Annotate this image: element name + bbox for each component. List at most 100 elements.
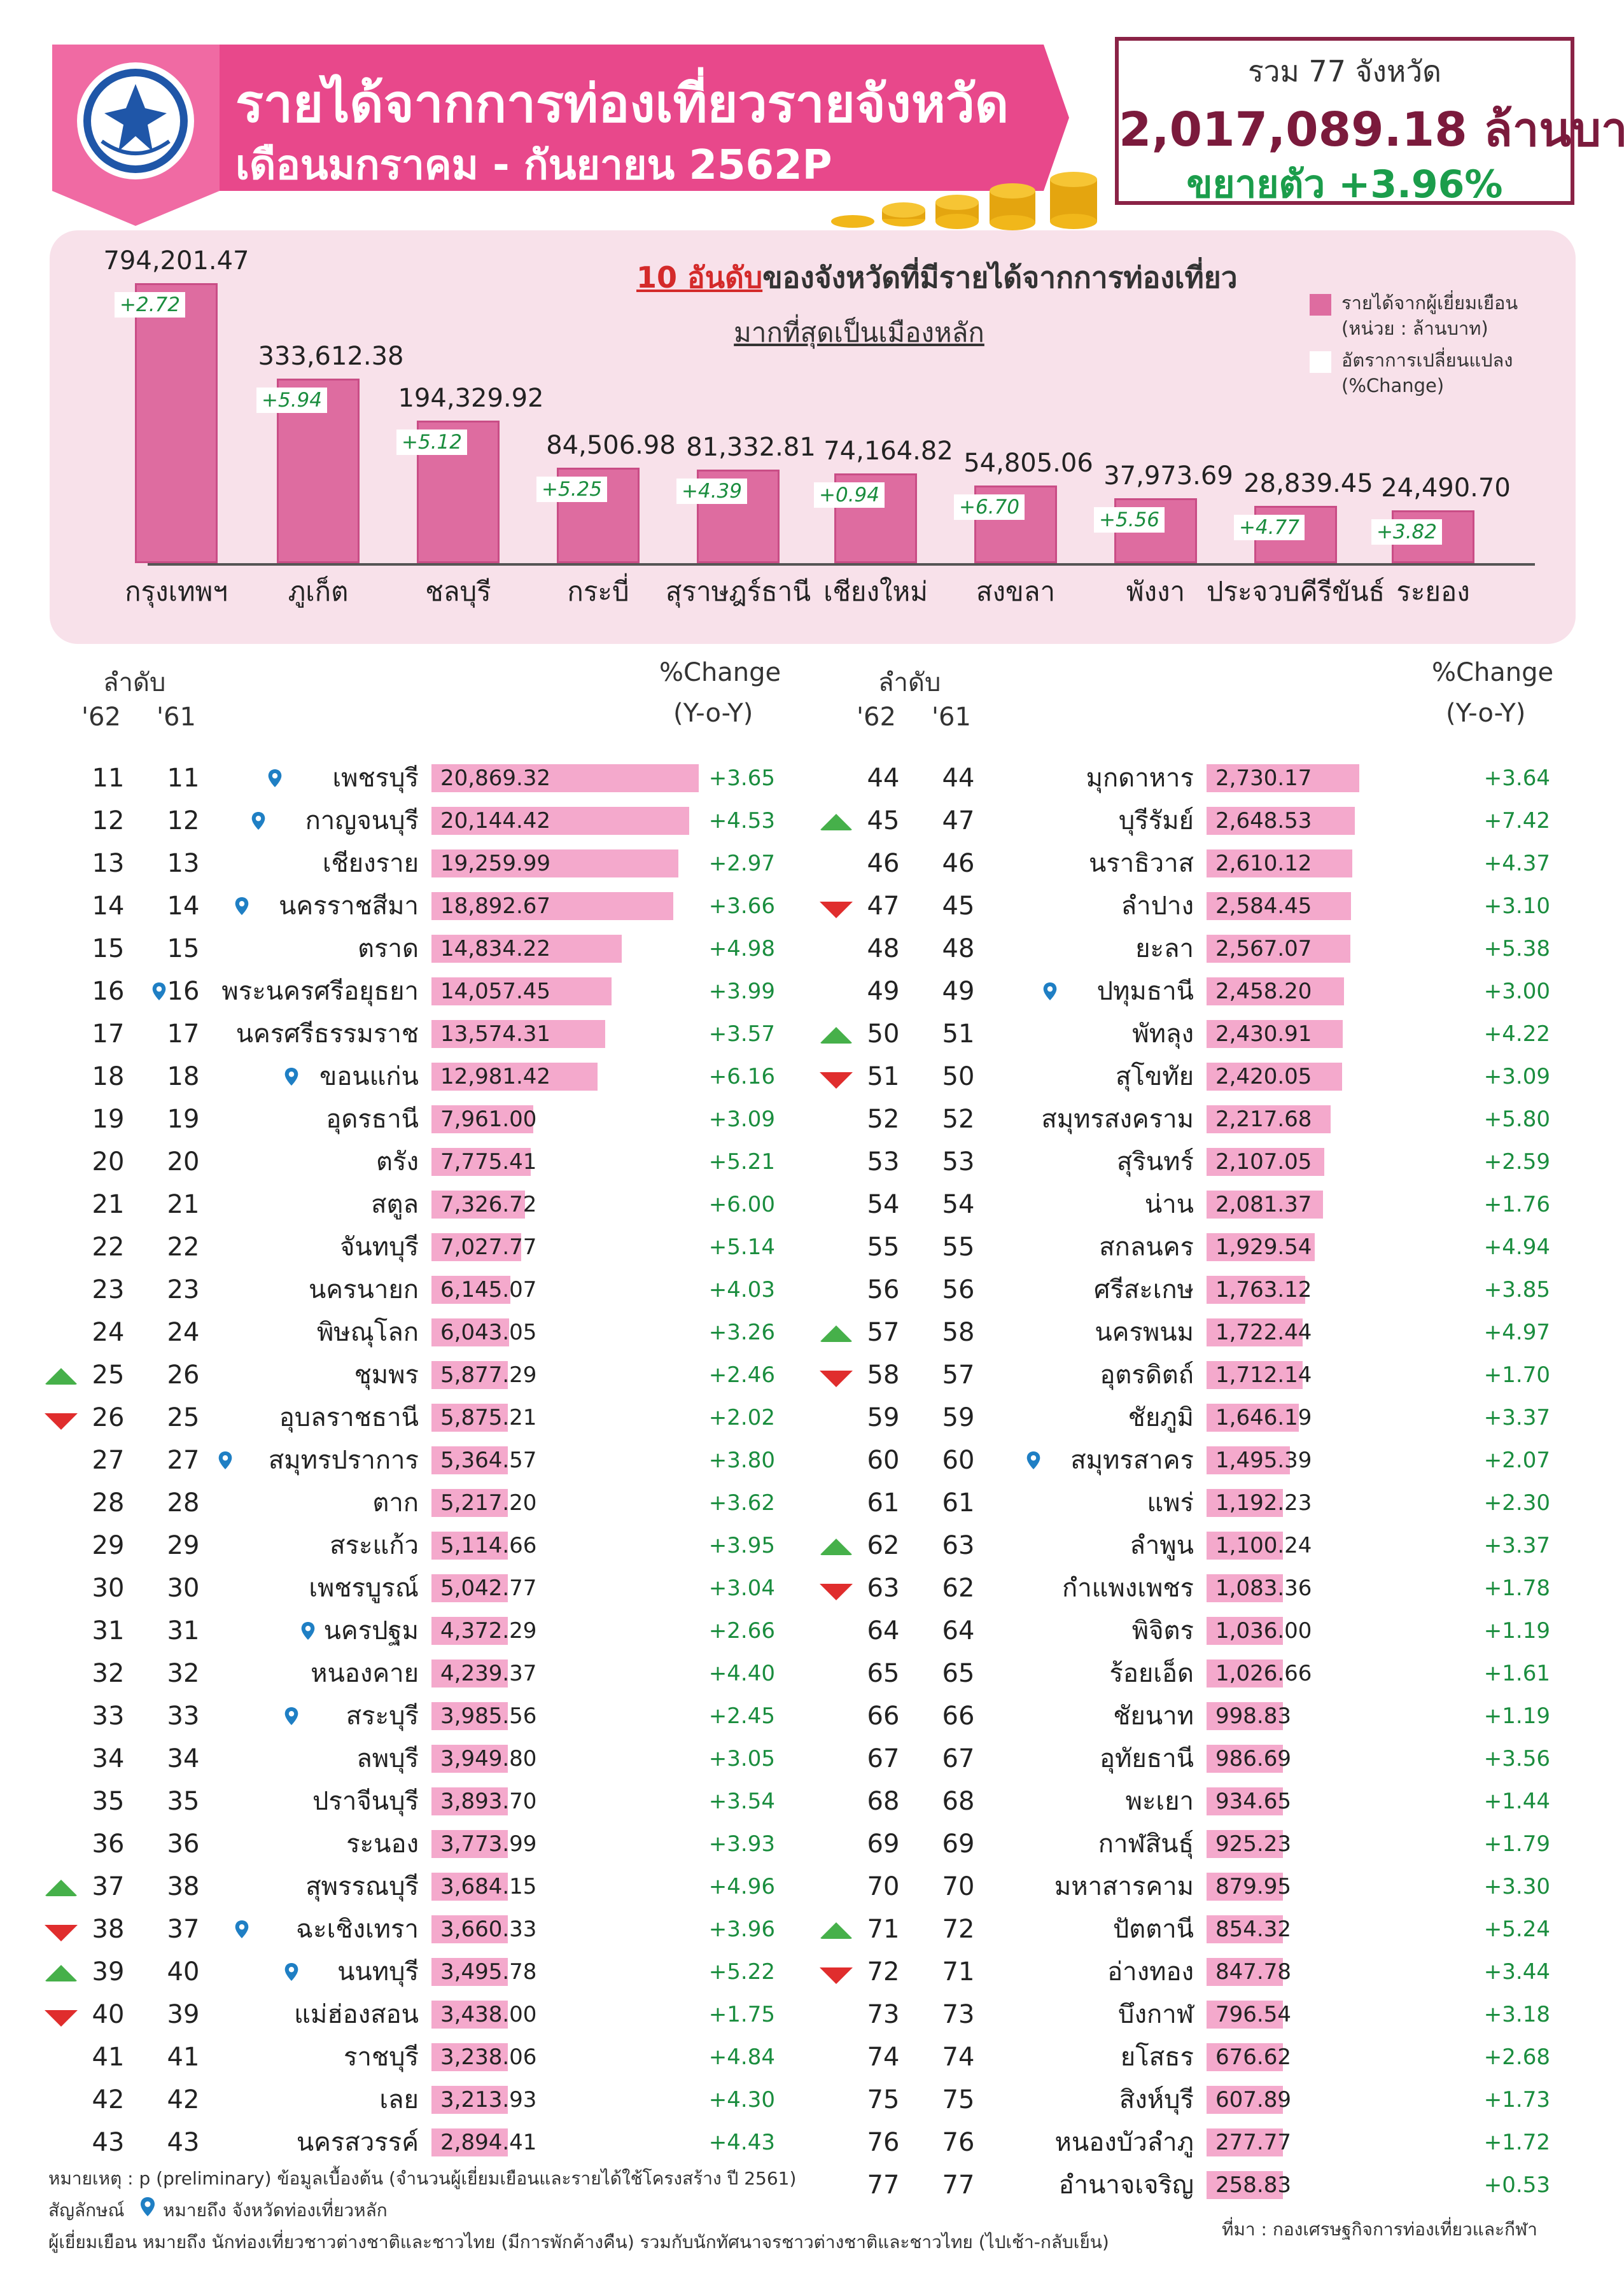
- revenue-value: 18,892.67: [440, 893, 551, 919]
- province-name: นราธิวาส: [1088, 849, 1194, 878]
- revenue-bar: [1207, 1958, 1283, 1986]
- table-row: 36 36 ระนอง 3,773.99 +3.93: [50, 1823, 813, 1866]
- province-name: ลำพูน: [1130, 1531, 1194, 1560]
- rank-2561: 42: [167, 2085, 200, 2114]
- table-row: 29 29 สระแก้ว 5,114.66 +3.95: [50, 1525, 813, 1567]
- table-row: 63 62 กำแพงเพชร 1,083.36 +1.78: [820, 1567, 1588, 1610]
- table-row: 72 71 อ่างทอง 847.78 +3.44: [820, 1951, 1588, 1994]
- rank-2561: 65: [942, 1659, 975, 1688]
- rank-2562: 41: [92, 2043, 125, 2072]
- revenue-bar: [431, 1063, 598, 1091]
- rank-2562: 11: [92, 764, 125, 793]
- revenue-bar: [1207, 1532, 1283, 1560]
- total-growth: ขยายตัว +3.96%: [1186, 162, 1503, 207]
- percent-change: +4.30: [708, 2087, 775, 2113]
- rank-2561: 54: [942, 1190, 975, 1219]
- province-name: เพชรบูรณ์: [309, 1574, 419, 1603]
- rank-2561: 25: [167, 1403, 200, 1432]
- province-name: ตาก: [372, 1488, 419, 1518]
- rank-2561: 44: [942, 764, 975, 793]
- table-row: 27 27 สมุทรปราการ 5,364.57 +3.80: [50, 1439, 813, 1482]
- top10-subtitle: มากที่สุดเป็นเมืองหลัก: [734, 317, 984, 348]
- revenue-value: 3,893.70: [440, 1789, 537, 1814]
- top10-category-label: ชลบุรี: [425, 576, 491, 607]
- percent-change: +7.42: [1483, 808, 1550, 834]
- province-name: ตราด: [358, 934, 419, 963]
- rank-2561: 52: [942, 1105, 975, 1134]
- map-pin-icon: [268, 769, 282, 788]
- table-row: 46 46 นราธิวาส 2,610.12 +4.37: [825, 842, 1588, 885]
- revenue-bar: [431, 807, 690, 835]
- province-name: อุทัยธานี: [1099, 1744, 1194, 1773]
- revenue-value: 1,722.44: [1215, 1320, 1312, 1345]
- table-row: 61 61 แพร่ 1,192.23 +2.30: [825, 1482, 1588, 1525]
- rank-2561: 55: [942, 1233, 975, 1262]
- percent-change: +1.75: [708, 2002, 775, 2027]
- rank-2561: 28: [167, 1488, 200, 1518]
- rank-2561: 73: [942, 2000, 975, 2029]
- province-name: ปทุมธานี: [1096, 977, 1194, 1006]
- table-row: 73 73 บึงกาฬ 796.54 +3.18: [825, 1994, 1588, 2036]
- percent-change: +5.24: [1483, 1917, 1550, 1942]
- rank-2562: 70: [867, 1872, 900, 1901]
- rank-2562: 27: [92, 1446, 125, 1475]
- percent-change: +3.09: [1483, 1064, 1550, 1089]
- province-name: พิจิตร: [1131, 1616, 1194, 1646]
- province-name: พะเยา: [1125, 1787, 1194, 1816]
- percent-change: +1.79: [1483, 1831, 1550, 1857]
- percent-change: +5.38: [1483, 936, 1550, 961]
- revenue-value: 7,775.41: [440, 1149, 537, 1175]
- revenue-bar: [1207, 2171, 1283, 2199]
- percent-change: +6.00: [708, 1192, 775, 1217]
- table-row: 31 31 นครปฐม 4,372.29 +2.66: [50, 1610, 813, 1653]
- page-subtitle: เดือนมกราคม - กันยายน 2562P: [235, 142, 832, 189]
- percent-change: +5.14: [708, 1234, 775, 1260]
- table-row: 12 12 กาญจนบุรี 20,144.42 +4.53: [50, 800, 813, 842]
- top10-axis-line: [148, 563, 1535, 566]
- revenue-value: 2,107.05: [1215, 1149, 1312, 1175]
- revenue-value: 3,949.80: [440, 1746, 537, 1771]
- province-name: เพชรบุรี: [332, 764, 419, 793]
- province-name: สมุทรสาคร: [1070, 1446, 1194, 1475]
- revenue-bar: [431, 2001, 508, 2029]
- rank-2561: 35: [167, 1787, 200, 1816]
- table-row: 43 43 นครสวรรค์ 2,894.41 +4.43: [50, 2121, 813, 2164]
- revenue-value: 1,100.24: [1215, 1533, 1312, 1558]
- top10-category-label: กรุงเทพฯ: [125, 576, 228, 607]
- top10-category-label: ภูเก็ต: [288, 576, 349, 607]
- rank-up-icon: [45, 1965, 78, 1981]
- rank-2562: 26: [92, 1403, 125, 1432]
- table-row: 69 69 กาฬสินธุ์ 925.23 +1.79: [825, 1823, 1588, 1866]
- revenue-bar: [1207, 2086, 1283, 2114]
- rank-2562: 55: [867, 1233, 900, 1262]
- rank-2561: 56: [942, 1275, 975, 1304]
- rank-up-icon: [820, 1539, 853, 1555]
- top10-bar-change: +6.70: [954, 494, 1025, 521]
- revenue-value: 20,869.32: [440, 765, 551, 791]
- rank-2561: 53: [942, 1147, 975, 1177]
- legend-change-label: อัตราการเปลี่ยนแปลง: [1341, 349, 1513, 371]
- rank-2562: 35: [92, 1787, 125, 1816]
- rank-2561: 68: [942, 1787, 975, 1816]
- table-row: 40 39 แม่ฮ่องสอน 3,438.00 +1.75: [45, 1994, 813, 2036]
- table-row: 34 34 ลพบุรี 3,949.80 +3.05: [50, 1738, 813, 1780]
- rank-down-icon: [820, 902, 853, 918]
- percent-change: +1.44: [1483, 1789, 1550, 1814]
- revenue-value: 6,043.05: [440, 1320, 537, 1345]
- province-name: อ่างทอง: [1107, 1957, 1194, 1987]
- revenue-bar: [431, 764, 699, 792]
- revenue-value: 1,646.19: [1215, 1405, 1312, 1430]
- revenue-bar: [1207, 1404, 1299, 1432]
- revenue-bar: [431, 1915, 508, 1943]
- revenue-bar: [1207, 1915, 1283, 1943]
- revenue-bar: [1207, 1830, 1283, 1858]
- table-row: 66 66 ชัยนาท 998.83 +1.19: [825, 1695, 1588, 1738]
- province-name: พระนครศรีอยุธยา: [221, 977, 419, 1006]
- rank-2561: 32: [167, 1659, 200, 1688]
- top10-title-highlight: 10 อันดับ: [636, 260, 763, 295]
- rank-up-icon: [45, 1880, 78, 1896]
- revenue-bar: [431, 1233, 522, 1261]
- percent-change: +3.65: [708, 765, 775, 791]
- rank-2561: 40: [167, 1957, 200, 1987]
- table-row: 23 23 นครนายก 6,145.07 +4.03: [50, 1269, 813, 1311]
